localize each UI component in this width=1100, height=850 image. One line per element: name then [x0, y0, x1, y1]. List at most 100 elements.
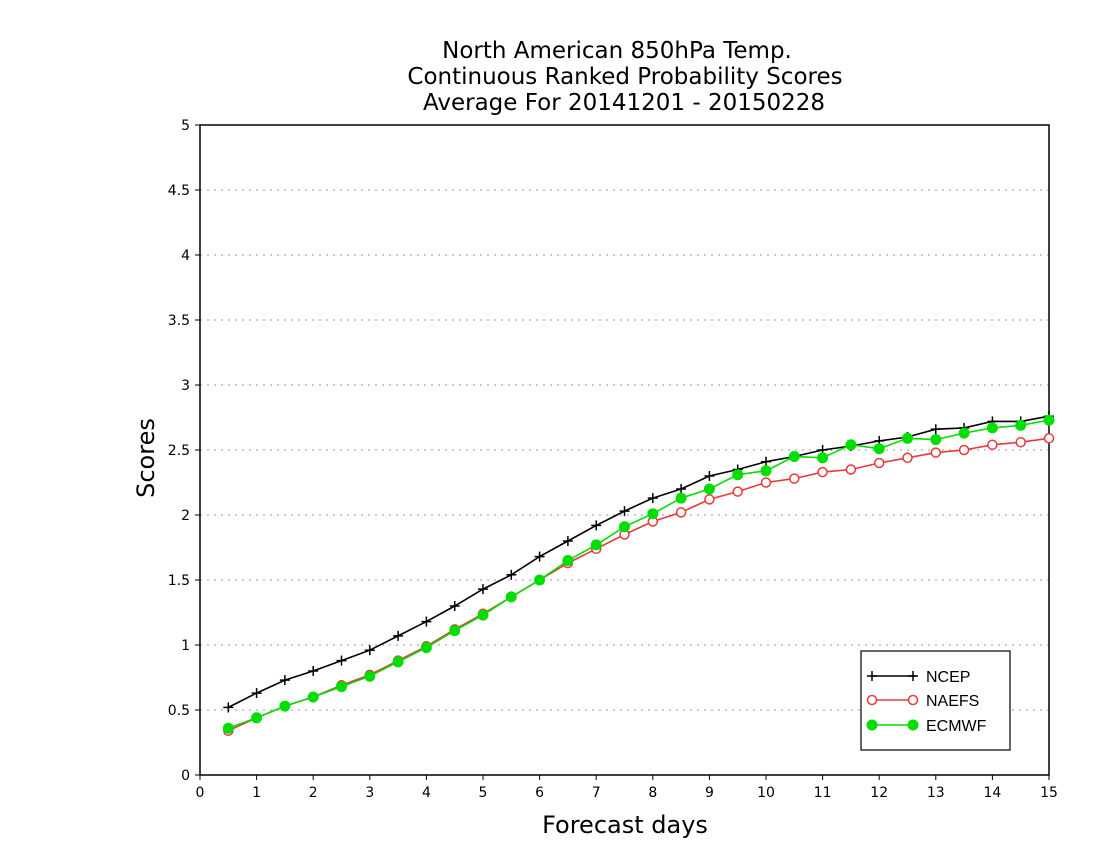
- x-tick-label: 14: [983, 785, 1001, 801]
- legend-marker: [867, 671, 877, 681]
- naefs-point: [675, 507, 687, 518]
- x-tick-label: 13: [927, 785, 945, 801]
- y-tick-label: 1.5: [168, 573, 190, 589]
- ecmwf-point: [251, 712, 263, 724]
- ecmwf-point: [279, 700, 291, 712]
- series-layer: [222, 411, 1055, 737]
- ncep-point: [591, 520, 602, 531]
- series-ecmwf: [222, 414, 1055, 734]
- ncep-point: [478, 584, 488, 595]
- ncep-point: [506, 569, 517, 580]
- legend-item-naefs: NAEFS: [866, 693, 979, 710]
- ecmwf-point: [845, 439, 857, 451]
- ecmwf-point: [817, 452, 829, 464]
- ecmwf-point: [1043, 414, 1055, 426]
- y-tick-label: 5: [181, 118, 190, 134]
- ecmwf-point: [647, 508, 659, 520]
- ncep-point: [393, 630, 404, 641]
- x-tick-label: 3: [365, 785, 374, 801]
- ecmwf-point: [732, 469, 744, 481]
- ecmwf-point: [788, 451, 800, 462]
- x-tick-label: 10: [757, 785, 775, 801]
- ecmwf-point: [307, 691, 319, 703]
- ecmwf-point: [505, 591, 517, 603]
- legend-marker: [866, 719, 878, 731]
- y-tick-label: 0: [181, 768, 190, 784]
- y-tick-label: 2.5: [168, 443, 190, 459]
- ncep-point: [761, 456, 771, 467]
- x-tick-label: 2: [309, 785, 318, 801]
- ecmwf-point: [675, 492, 687, 504]
- x-tick-label: 7: [592, 785, 601, 801]
- x-tick-label: 1: [252, 785, 261, 801]
- legend-label: NAEFS: [926, 693, 979, 710]
- naefs-point: [817, 466, 828, 478]
- ncep-point: [223, 702, 234, 713]
- naefs-point: [760, 477, 772, 488]
- x-tick-label: 6: [535, 785, 544, 801]
- y-tick-label: 2: [181, 508, 190, 524]
- ecmwf-point: [902, 432, 913, 444]
- ncep-point: [676, 484, 687, 494]
- ecmwf-point: [703, 483, 715, 495]
- legend-item-ecmwf: ECMWF: [866, 718, 987, 735]
- x-tick-label: 4: [422, 785, 431, 801]
- ncep-point: [619, 506, 630, 517]
- ncep-point: [364, 645, 375, 656]
- x-tick-label: 12: [870, 785, 888, 801]
- naefs-point: [789, 473, 800, 484]
- naefs-point: [958, 444, 970, 456]
- naefs-point: [987, 439, 998, 451]
- legend-label: ECMWF: [926, 718, 987, 735]
- ecmwf-point: [619, 521, 630, 533]
- y-tick-label: 3.5: [168, 313, 190, 329]
- title-line-2: Continuous Ranked Probability Scores: [407, 64, 842, 90]
- ncep-point: [562, 536, 573, 546]
- ncep-point: [336, 655, 347, 666]
- ecmwf-point: [590, 539, 602, 551]
- y-tick-label: 4: [181, 248, 190, 264]
- naefs-point: [873, 457, 885, 469]
- ncep-point: [449, 601, 460, 611]
- ecmwf-point: [534, 574, 546, 586]
- chart-title: North American 850hPa Temp. Continuous R…: [407, 38, 842, 116]
- ncep-point: [251, 688, 262, 699]
- naefs-point: [704, 494, 715, 505]
- ecmwf-point: [760, 465, 772, 477]
- ecmwf-point: [1015, 419, 1027, 431]
- x-tick-label: 11: [814, 785, 832, 801]
- ecmwf-point: [930, 434, 942, 446]
- title-line-1: North American 850hPa Temp.: [442, 38, 792, 64]
- y-tick-label: 1: [181, 638, 190, 654]
- naefs-point: [930, 447, 942, 458]
- ncep-point: [279, 675, 290, 686]
- y-tick-label: 0.5: [168, 703, 190, 719]
- legend-marker: [908, 671, 918, 681]
- ecmwf-point: [364, 670, 376, 682]
- legend-label: NCEP: [926, 669, 970, 686]
- y-tick-label: 4.5: [168, 183, 190, 199]
- gridlines: [200, 189, 1049, 711]
- ecmwf-point: [562, 555, 574, 566]
- legend-item-ncep: NCEP: [867, 669, 970, 686]
- ecmwf-point: [986, 422, 998, 434]
- ecmwf-point: [336, 681, 347, 693]
- legend-marker: [907, 719, 919, 731]
- ncep-point: [704, 471, 715, 481]
- x-axis-label: Forecast days: [542, 811, 708, 839]
- x-tick-label: 9: [705, 785, 714, 801]
- ncep-point: [534, 551, 545, 562]
- ecmwf-point: [222, 722, 234, 734]
- ecmwf-point: [873, 443, 885, 455]
- x-tick-label: 15: [1040, 785, 1058, 801]
- legend-marker: [907, 694, 919, 706]
- naefs-point: [732, 486, 743, 497]
- naefs-point: [1015, 436, 1026, 448]
- naefs-point: [845, 464, 857, 475]
- y-axis-label: Scores: [132, 418, 160, 498]
- ncep-point: [421, 616, 432, 627]
- x-tick-label: 5: [479, 785, 488, 801]
- ncep-point: [930, 424, 941, 435]
- title-line-3: Average For 20141201 - 20150228: [423, 90, 825, 116]
